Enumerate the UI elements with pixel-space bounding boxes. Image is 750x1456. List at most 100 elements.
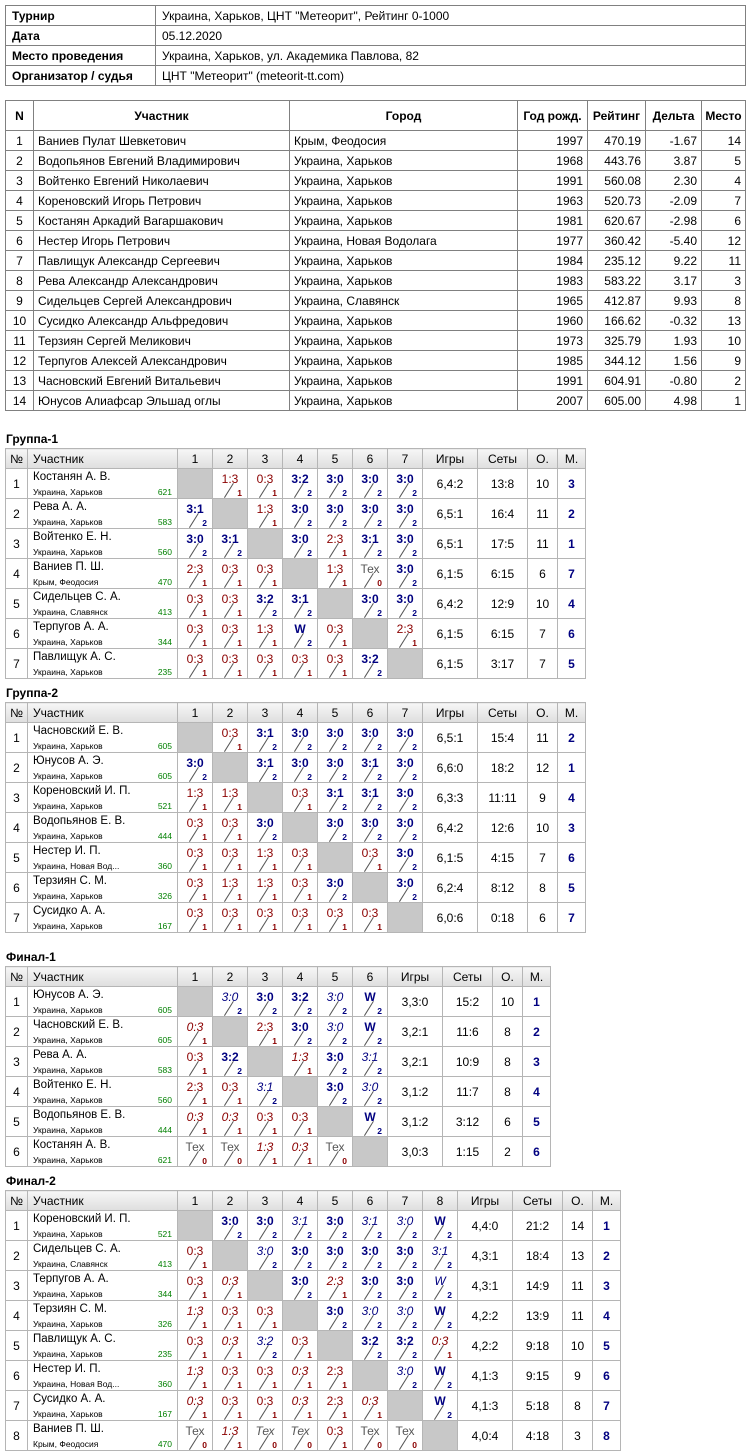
match-result-cell[interactable]: 3:1 2 <box>247 1076 283 1107</box>
match-result-cell[interactable]: 3:1 2 <box>212 528 248 559</box>
match-result-cell[interactable]: 3:0 2 <box>247 812 283 843</box>
match-result-cell[interactable]: 3:0 2 <box>387 468 423 499</box>
match-result-cell[interactable]: 0:3 1 <box>212 1330 248 1361</box>
match-result-cell[interactable]: 0:3 1 <box>212 842 248 873</box>
match-result-cell[interactable]: 3:0 2 <box>177 752 213 783</box>
match-result-cell[interactable]: Тех 0 <box>247 1420 283 1451</box>
match-result-cell[interactable]: 0:3 1 <box>212 1076 248 1107</box>
match-result-cell[interactable]: 3:0 2 <box>282 752 318 783</box>
match-result-cell[interactable]: 2:3 1 <box>317 1270 353 1301</box>
match-result-cell[interactable]: 3:2 2 <box>352 648 388 679</box>
match-result-cell[interactable]: 3:2 2 <box>247 1330 283 1361</box>
match-result-cell[interactable]: 3:0 2 <box>177 528 213 559</box>
match-result-cell[interactable]: 0:3 1 <box>212 648 248 679</box>
match-result-cell[interactable]: 1:3 1 <box>212 782 248 813</box>
match-result-cell[interactable]: 3:1 2 <box>282 588 318 619</box>
match-result-cell[interactable]: 3:0 2 <box>387 872 423 903</box>
match-result-cell[interactable]: 0:3 1 <box>352 902 388 933</box>
match-result-cell[interactable]: 0:3 1 <box>212 588 248 619</box>
match-result-cell[interactable]: 3:0 2 <box>317 1046 353 1077</box>
match-result-cell[interactable]: 0:3 1 <box>247 1300 283 1331</box>
match-result-cell[interactable]: 3:0 2 <box>387 1210 423 1241</box>
match-result-cell[interactable]: 0:3 1 <box>247 1390 283 1421</box>
match-result-cell[interactable]: 3:0 2 <box>387 1360 423 1391</box>
match-result-cell[interactable]: 1:3 1 <box>177 782 213 813</box>
match-result-cell[interactable]: 0:3 1 <box>422 1330 458 1361</box>
match-result-cell[interactable]: Тех 0 <box>387 1420 423 1451</box>
match-result-cell[interactable]: 3:0 2 <box>282 1240 318 1271</box>
match-result-cell[interactable]: 0:3 1 <box>212 618 248 649</box>
match-result-cell[interactable]: 3:0 2 <box>317 1076 353 1107</box>
match-result-cell[interactable]: 0:3 1 <box>177 1330 213 1361</box>
match-result-cell[interactable]: 0:3 1 <box>282 1330 318 1361</box>
match-result-cell[interactable]: 3:0 2 <box>282 1016 318 1047</box>
match-result-cell[interactable]: 0:3 1 <box>282 842 318 873</box>
match-result-cell[interactable]: 0:3 1 <box>282 1360 318 1391</box>
match-result-cell[interactable]: 2:3 1 <box>387 618 423 649</box>
match-result-cell[interactable]: 0:3 1 <box>177 648 213 679</box>
match-result-cell[interactable]: 0:3 1 <box>247 648 283 679</box>
match-result-cell[interactable]: 3:2 2 <box>352 1330 388 1361</box>
match-result-cell[interactable]: 3:1 2 <box>317 782 353 813</box>
match-result-cell[interactable]: 0:3 1 <box>212 1270 248 1301</box>
match-result-cell[interactable]: 0:3 1 <box>212 1106 248 1137</box>
match-result-cell[interactable]: 3:0 2 <box>282 498 318 529</box>
match-result-cell[interactable]: 3:0 2 <box>352 588 388 619</box>
match-result-cell[interactable]: Тех 0 <box>212 1136 248 1167</box>
match-result-cell[interactable]: 3:0 2 <box>282 1270 318 1301</box>
match-result-cell[interactable]: 0:3 1 <box>282 648 318 679</box>
match-result-cell[interactable]: Тех 0 <box>282 1420 318 1451</box>
match-result-cell[interactable]: 0:3 1 <box>212 558 248 589</box>
match-result-cell[interactable]: Тех 0 <box>177 1420 213 1451</box>
match-result-cell[interactable]: 1:3 1 <box>177 1300 213 1331</box>
match-result-cell[interactable]: 1:3 1 <box>317 558 353 589</box>
match-result-cell[interactable]: 1:3 1 <box>247 842 283 873</box>
match-result-cell[interactable]: 2:3 1 <box>177 1076 213 1107</box>
match-result-cell[interactable]: 3:0 2 <box>317 722 353 753</box>
match-result-cell[interactable]: 3:2 2 <box>212 1046 248 1077</box>
match-result-cell[interactable]: 3:1 2 <box>352 782 388 813</box>
match-result-cell[interactable]: 3:0 2 <box>387 1270 423 1301</box>
match-result-cell[interactable]: 0:3 1 <box>247 1106 283 1137</box>
match-result-cell[interactable]: 3:0 2 <box>352 498 388 529</box>
match-result-cell[interactable]: 0:3 1 <box>247 902 283 933</box>
match-result-cell[interactable]: 0:3 1 <box>177 812 213 843</box>
match-result-cell[interactable]: 2:3 1 <box>317 528 353 559</box>
match-result-cell[interactable]: 3:0 2 <box>352 468 388 499</box>
match-result-cell[interactable]: 1:3 1 <box>247 618 283 649</box>
match-result-cell[interactable]: 3:0 2 <box>352 812 388 843</box>
match-result-cell[interactable]: Тех 0 <box>317 1136 353 1167</box>
match-result-cell[interactable]: 3:2 2 <box>247 588 283 619</box>
match-result-cell[interactable]: 0:3 1 <box>282 782 318 813</box>
match-result-cell[interactable]: 0:3 1 <box>317 902 353 933</box>
match-result-cell[interactable]: 3:1 2 <box>247 722 283 753</box>
match-result-cell[interactable]: 0:3 1 <box>317 1420 353 1451</box>
match-result-cell[interactable]: 3:0 2 <box>317 1240 353 1271</box>
match-result-cell[interactable]: 3:0 2 <box>387 1240 423 1271</box>
match-result-cell[interactable]: 3:1 2 <box>352 1210 388 1241</box>
match-result-cell[interactable]: 3:0 2 <box>387 498 423 529</box>
match-result-cell[interactable]: 0:3 1 <box>282 902 318 933</box>
match-result-cell[interactable]: 2:3 1 <box>247 1016 283 1047</box>
match-result-cell[interactable]: 3:1 2 <box>352 752 388 783</box>
match-result-cell[interactable]: 0:3 1 <box>282 1390 318 1421</box>
match-result-cell[interactable]: 1:3 1 <box>282 1046 318 1077</box>
match-result-cell[interactable]: Тех 0 <box>352 1420 388 1451</box>
match-result-cell[interactable]: 0:3 1 <box>177 1240 213 1271</box>
match-result-cell[interactable]: 0:3 1 <box>177 872 213 903</box>
match-result-cell[interactable]: 3:0 2 <box>317 498 353 529</box>
match-result-cell[interactable]: 3:0 2 <box>247 1210 283 1241</box>
match-result-cell[interactable]: 3:0 2 <box>387 558 423 589</box>
match-result-cell[interactable]: 3:0 2 <box>317 468 353 499</box>
match-result-cell[interactable]: 3:1 2 <box>352 1046 388 1077</box>
match-result-cell[interactable]: 0:3 1 <box>247 468 283 499</box>
match-result-cell[interactable]: Тех 0 <box>177 1136 213 1167</box>
match-result-cell[interactable]: 0:3 1 <box>282 872 318 903</box>
match-result-cell[interactable]: 3:1 2 <box>247 752 283 783</box>
match-result-cell[interactable]: 1:3 1 <box>247 872 283 903</box>
